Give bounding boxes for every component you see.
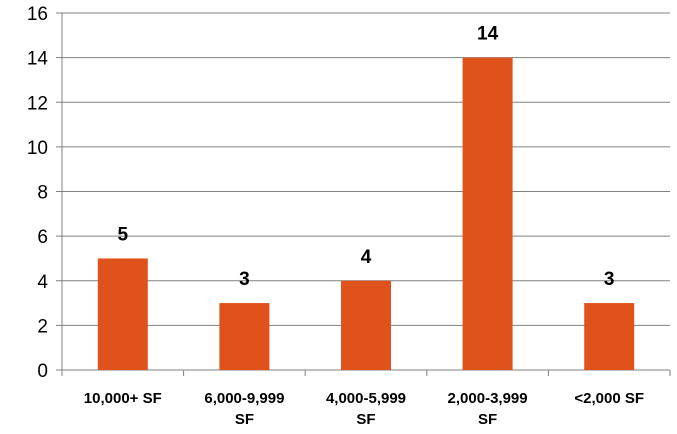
x-tick-label: 6,000-9,999 — [204, 390, 284, 407]
x-tick-label: 4,000-5,999 — [326, 390, 406, 407]
data-labels: 5 3 4 14 3 — [118, 24, 615, 290]
x-axis-labels: 10,000+ SF 6,000-9,999 SF 4,000-5,999 SF 2,00… — [84, 390, 644, 428]
data-label: 3 — [604, 269, 615, 290]
x-tick-label: <2,000 SF — [574, 390, 644, 407]
data-label: 3 — [239, 269, 250, 290]
y-tick-label: 8 — [37, 183, 48, 204]
bar — [219, 303, 270, 370]
bar — [97, 258, 148, 370]
y-tick-label: 14 — [27, 49, 49, 70]
x-tick-label: SF — [478, 411, 497, 428]
x-tick-label: 2,000-3,999 — [448, 390, 528, 407]
x-tick-label: SF — [356, 411, 375, 428]
x-tick-label: SF — [235, 411, 254, 428]
y-tick-label: 16 — [27, 4, 48, 25]
y-tick-label: 10 — [27, 138, 48, 159]
y-tick-label: 6 — [37, 227, 48, 248]
x-tick-label: 10,000+ SF — [84, 390, 162, 407]
bar — [584, 303, 635, 370]
data-label: 4 — [361, 247, 372, 268]
gridlines — [62, 12, 670, 326]
y-tick-label: 0 — [37, 361, 48, 382]
bars — [97, 57, 635, 370]
bar — [462, 57, 513, 370]
y-tick-label: 4 — [37, 272, 48, 293]
y-tick-label: 12 — [27, 93, 48, 114]
bar — [341, 280, 391, 370]
y-axis-ticks: 0 2 4 6 8 10 12 14 16 — [27, 4, 62, 382]
data-label: 5 — [118, 224, 129, 245]
data-label: 14 — [477, 24, 499, 45]
y-tick-label: 2 — [37, 316, 48, 337]
